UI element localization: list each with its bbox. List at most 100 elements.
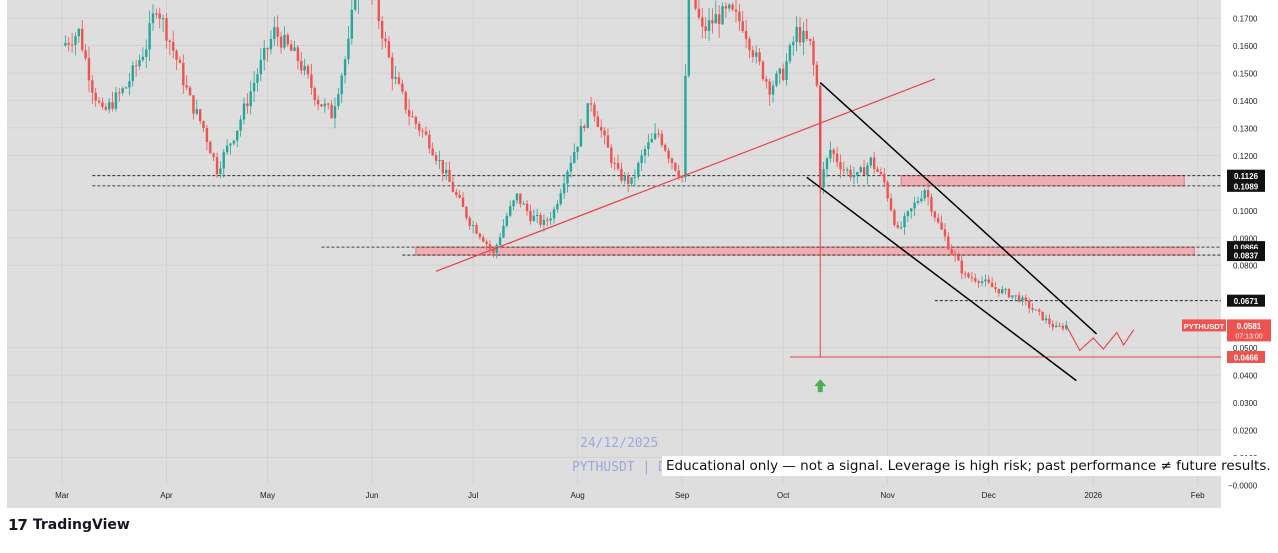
candle (495, 244, 498, 253)
level-badge-label: 0.0837 (1234, 252, 1259, 261)
candle (337, 94, 340, 107)
candle (434, 155, 438, 161)
candle (401, 83, 404, 92)
current-price-countdown: 07:13:00 (1235, 333, 1262, 340)
candle (953, 253, 957, 256)
candle (468, 217, 471, 226)
candle (451, 181, 455, 192)
candle (421, 130, 424, 132)
candle (488, 244, 492, 250)
candle (155, 13, 158, 15)
candle (721, 6, 724, 25)
current-price-value: 0.0581 (1237, 322, 1262, 331)
x-tick-label: Mar (55, 491, 69, 500)
candle (751, 50, 755, 57)
candle (128, 81, 131, 88)
tradingview-logo-icon: 17 (8, 516, 28, 534)
level-badge-label: 0.1089 (1234, 182, 1259, 191)
candle (519, 193, 522, 204)
candle (259, 59, 263, 75)
tradingview-logo[interactable]: 17 TradingView (8, 516, 130, 534)
candle (734, 9, 738, 12)
candle (165, 18, 168, 41)
watermark-symbol: PYTHUSDT | D (572, 460, 666, 475)
candle (141, 56, 145, 61)
candle (300, 61, 303, 71)
level-badge-label: 0.0866 (1234, 244, 1259, 253)
candle (697, 8, 701, 18)
x-tick-label: Sep (675, 491, 690, 500)
candle (246, 103, 249, 107)
candle (323, 103, 327, 107)
candle (943, 229, 947, 237)
candle (1044, 318, 1048, 321)
candle (920, 198, 923, 202)
y-tick-label: −0.0000 (1228, 482, 1258, 491)
current-price-symbol: PYTHUSDT (1184, 322, 1225, 331)
candle (522, 203, 525, 205)
candle (1058, 325, 1061, 327)
candle (327, 103, 330, 105)
level-badge-label: 0.0466 (1234, 353, 1259, 362)
candle (717, 14, 721, 25)
candle (205, 128, 209, 142)
x-tick-label: Dec (982, 491, 996, 500)
candle (977, 281, 980, 283)
candle (418, 123, 421, 131)
candle (613, 162, 616, 164)
candle (825, 158, 829, 170)
candle (576, 146, 579, 152)
candle (296, 47, 300, 62)
candle (512, 200, 515, 207)
candle (525, 203, 529, 212)
level-badge-label: 0.1126 (1234, 172, 1259, 181)
candle (97, 100, 101, 103)
candle (926, 190, 930, 198)
level-badge (1227, 294, 1265, 307)
candle (471, 225, 475, 227)
candle (768, 81, 771, 95)
candle (131, 65, 134, 82)
candle (340, 75, 343, 95)
candle (1024, 297, 1028, 301)
candle (236, 130, 239, 141)
grid (7, 0, 1221, 485)
y-tick-label: 0.1600 (1233, 42, 1258, 51)
x-tick-label: Aug (570, 491, 584, 500)
candle (846, 169, 849, 171)
level-badge (1227, 179, 1265, 192)
candle (1021, 297, 1024, 302)
candle (637, 163, 640, 177)
candle (832, 149, 835, 154)
candle (852, 175, 856, 178)
x-axis: Mar Apr May Jun Jul Aug Sep Oct Nov Dec 2026 Feb (55, 491, 1205, 500)
candle (138, 60, 141, 67)
candle (148, 23, 151, 50)
y-tick-label: 0.1200 (1233, 152, 1258, 161)
candle (145, 49, 148, 57)
candle (893, 210, 896, 225)
candle (704, 26, 707, 31)
candle (552, 209, 556, 219)
candle (701, 17, 704, 27)
candle (798, 26, 802, 43)
x-tick-label: Jun (366, 491, 379, 500)
candle (728, 4, 731, 9)
candle (252, 82, 256, 92)
candle (404, 91, 407, 110)
candle (785, 61, 788, 81)
candle (118, 92, 121, 94)
candle (546, 219, 549, 221)
candle (114, 92, 118, 109)
candle (219, 168, 222, 175)
y-tick-label: 0.1400 (1233, 97, 1258, 106)
projection-path (1065, 325, 1135, 352)
candle (269, 38, 273, 50)
candle (178, 59, 182, 63)
horizontal-levels (92, 175, 1221, 358)
zone-rect (415, 246, 1195, 256)
candle (77, 28, 81, 37)
candle (808, 38, 812, 41)
